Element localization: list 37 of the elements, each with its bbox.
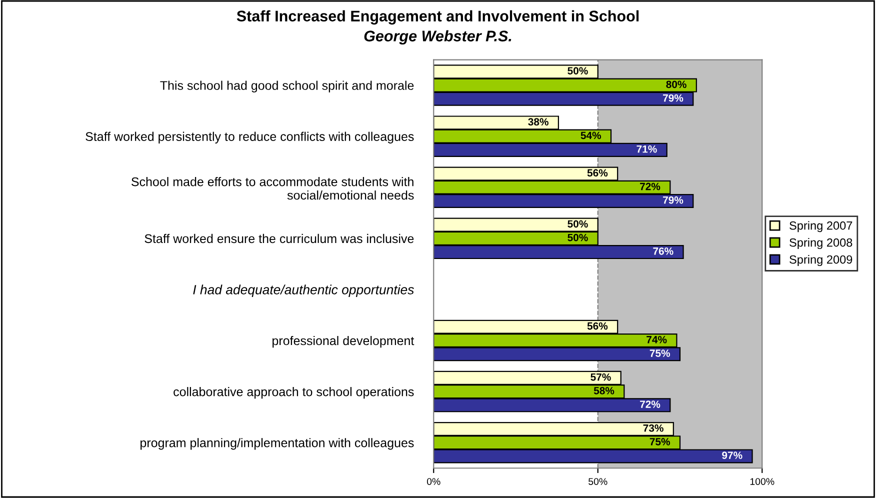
data-label: 75% bbox=[650, 350, 670, 357]
x-tick-label: 0% bbox=[426, 478, 440, 485]
y-tick-label: Staff worked ensure the curriculum was inclusive bbox=[144, 234, 414, 244]
data-label: 76% bbox=[653, 247, 674, 255]
data-label: 57% bbox=[590, 373, 611, 381]
x-tick-label: 50% bbox=[588, 478, 608, 485]
legend-label: Spring 2008 bbox=[790, 238, 852, 250]
y-tick-label: program planning/implementation with colleagues bbox=[140, 438, 414, 450]
data-label: 58% bbox=[594, 386, 614, 394]
data-label: 79% bbox=[663, 94, 684, 102]
data-label: 72% bbox=[640, 400, 660, 408]
legend-label: Spring 2007 bbox=[790, 221, 852, 232]
y-tick-label: collaborative approach to school operations bbox=[174, 387, 414, 399]
data-label: 50% bbox=[568, 234, 588, 242]
data-label: 74% bbox=[646, 336, 667, 344]
data-label: 80% bbox=[666, 80, 686, 88]
data-label: 73% bbox=[643, 424, 664, 432]
chart-subtitle: George Webster P.S. bbox=[364, 30, 512, 44]
data-label: 56% bbox=[587, 169, 608, 177]
y-tick-label: I had adequate/authentic opportunties bbox=[193, 284, 414, 297]
data-label: 56% bbox=[587, 322, 608, 330]
x-tick-label: 100% bbox=[750, 478, 774, 485]
y-tick-label: professional development bbox=[272, 336, 414, 348]
y-tick-label: Staff worked persistently to reduce conflicts with colleagues bbox=[86, 132, 414, 144]
data-label: 75% bbox=[650, 438, 670, 446]
data-label: 79% bbox=[663, 196, 684, 204]
data-label: 38% bbox=[528, 118, 548, 126]
data-label: 71% bbox=[636, 145, 657, 153]
data-label: 50% bbox=[568, 67, 588, 74]
data-label: 54% bbox=[580, 132, 602, 140]
data-label: 97% bbox=[722, 452, 742, 460]
y-tick-label: This school had good school spirit and morale bbox=[160, 80, 414, 92]
y-tick-label: School made efforts to accommodate students with social/emotional needs bbox=[132, 177, 414, 200]
data-label: 50% bbox=[568, 220, 588, 228]
legend-label: Spring 2009 bbox=[790, 255, 852, 266]
data-label: 72% bbox=[640, 182, 660, 190]
chart-title: Staff Increased Engagement and Involvement in School bbox=[236, 10, 639, 25]
